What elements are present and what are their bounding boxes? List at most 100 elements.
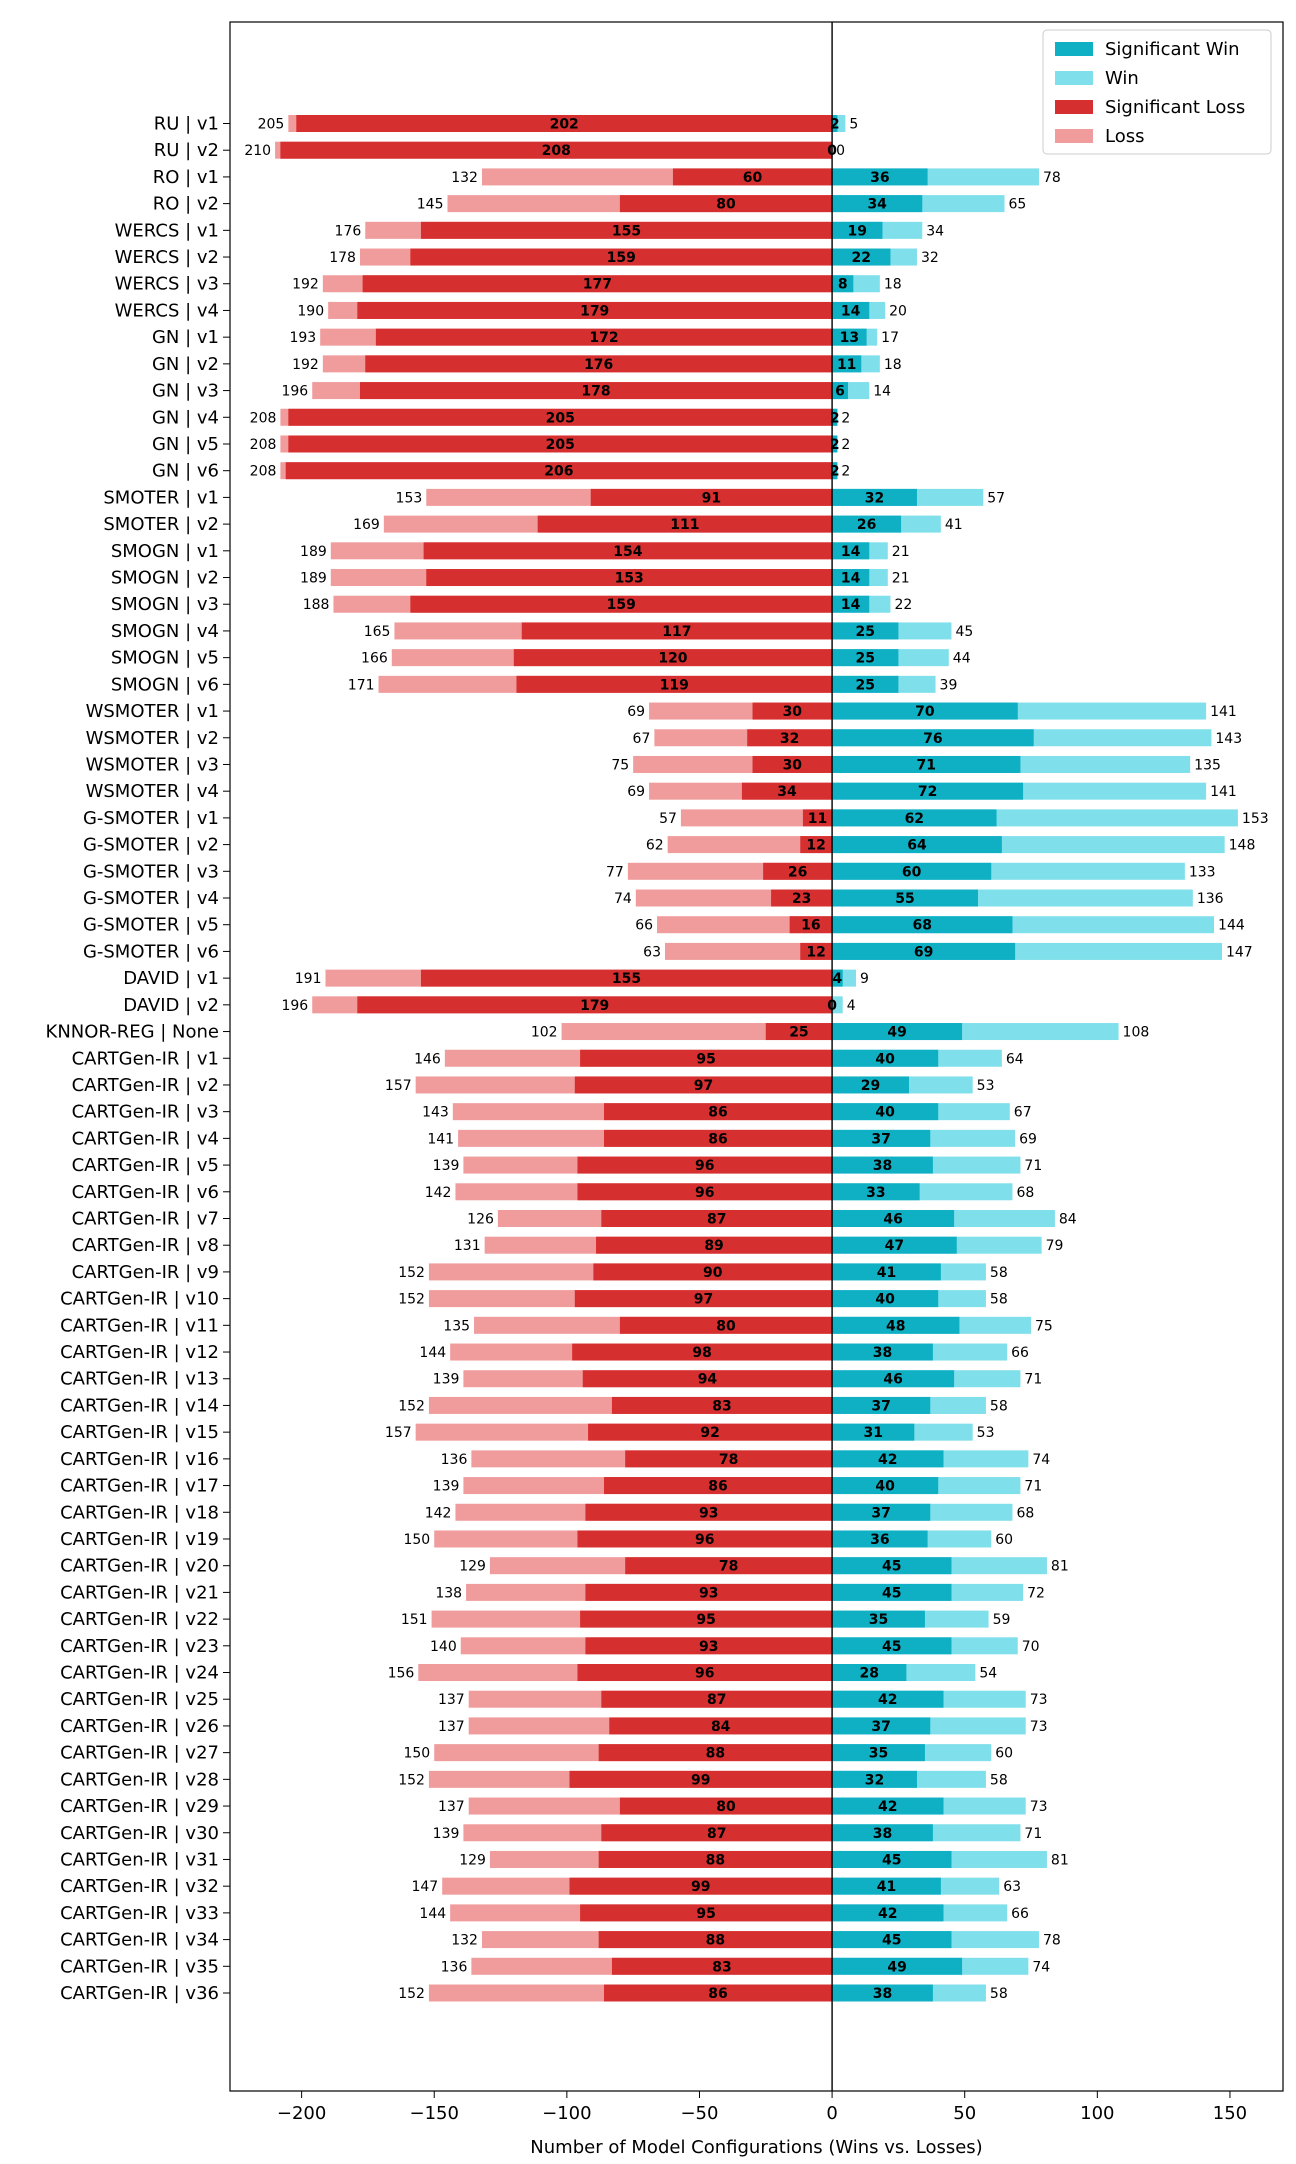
significant-loss-label: 96	[695, 1158, 714, 1174]
bar-significant-loss	[423, 542, 833, 560]
category-label: GN | v6	[152, 461, 219, 482]
category-label: CARTGen-IR | v5	[72, 1155, 219, 1176]
significant-win-label: 49	[887, 1025, 906, 1041]
bar-significant-win	[832, 1610, 925, 1628]
loss-total-label: 132	[451, 1933, 478, 1949]
bar-significant-win	[832, 1850, 952, 1868]
significant-win-label: 25	[856, 624, 875, 640]
significant-win-label: 69	[914, 944, 933, 960]
win-total-label: 58	[990, 1292, 1008, 1308]
significant-win-label: 36	[870, 170, 889, 186]
significant-win-label: 25	[856, 651, 875, 667]
loss-total-label: 140	[430, 1639, 457, 1655]
win-total-label: 53	[977, 1425, 995, 1441]
bar-significant-win	[832, 675, 899, 693]
significant-win-label: 47	[885, 1238, 904, 1254]
category-label: CARTGen-IR | v8	[72, 1235, 219, 1256]
loss-total-label: 142	[425, 1185, 452, 1201]
category-label: CARTGen-IR | v10	[60, 1289, 219, 1310]
win-total-label: 108	[1123, 1025, 1150, 1041]
bar-significant-win	[832, 1664, 907, 1682]
bar-significant-win	[832, 195, 923, 213]
bar-significant-win	[832, 1904, 944, 1922]
loss-total-label: 165	[364, 624, 391, 640]
significant-loss-label: 153	[615, 571, 644, 587]
win-total-label: 141	[1210, 704, 1237, 720]
bar-significant-loss	[585, 1637, 833, 1655]
significant-win-label: 72	[918, 784, 937, 800]
win-total-label: 9	[860, 971, 869, 987]
bar-significant-loss	[357, 996, 833, 1014]
category-label: CARTGen-IR | v9	[72, 1262, 219, 1283]
category-label: WSMOTER | v3	[86, 754, 219, 775]
legend-label: Loss	[1105, 126, 1144, 147]
win-total-label: 18	[884, 277, 902, 293]
win-total-label: 147	[1226, 944, 1253, 960]
bar-significant-loss	[601, 1209, 833, 1227]
loss-total-label: 152	[398, 1772, 425, 1788]
category-label: DAVID | v1	[123, 968, 219, 989]
bar-significant-win	[832, 1450, 944, 1468]
category-label: RO | v2	[153, 194, 219, 215]
significant-win-label: 34	[867, 197, 887, 213]
significant-win-label: 0	[827, 143, 837, 159]
loss-total-label: 139	[433, 1372, 460, 1388]
bar-significant-win	[832, 1236, 957, 1254]
bar-significant-loss	[611, 1957, 833, 1975]
bar-significant-loss	[420, 969, 833, 987]
loss-total-label: 126	[467, 1211, 494, 1227]
significant-win-label: 8	[838, 277, 848, 293]
win-total-label: 2	[841, 437, 850, 453]
bar-significant-loss	[625, 1557, 833, 1575]
significant-win-label: 60	[902, 864, 922, 880]
category-label: WSMOTER | v1	[86, 701, 219, 722]
bar-significant-win	[832, 889, 978, 907]
loss-total-label: 131	[454, 1238, 481, 1254]
loss-total-label: 192	[292, 357, 319, 373]
win-total-label: 34	[926, 223, 944, 239]
category-label: CARTGen-IR | v25	[60, 1689, 219, 1710]
category-label: GN | v2	[152, 354, 219, 375]
significant-loss-label: 87	[707, 1692, 726, 1708]
significant-loss-label: 95	[696, 1051, 715, 1067]
bar-significant-win	[832, 916, 1013, 934]
bar-significant-loss	[513, 649, 833, 667]
win-total-label: 143	[1215, 731, 1242, 747]
significant-win-label: 40	[875, 1292, 895, 1308]
bar-significant-loss	[410, 248, 833, 266]
bar-significant-win	[832, 435, 838, 453]
bar-significant-loss	[357, 301, 833, 319]
loss-total-label: 69	[627, 704, 645, 720]
loss-total-label: 67	[633, 731, 651, 747]
bar-significant-loss	[598, 1744, 833, 1762]
significant-loss-label: 78	[719, 1452, 738, 1468]
win-total-label: 71	[1024, 1372, 1042, 1388]
win-total-label: 14	[873, 384, 891, 400]
bar-significant-win	[832, 595, 870, 613]
significant-loss-label: 176	[584, 357, 613, 373]
bar-loss	[680, 809, 833, 827]
significant-win-label: 38	[873, 1158, 892, 1174]
bar-significant-win	[832, 1877, 941, 1895]
loss-total-label: 129	[459, 1852, 486, 1868]
bar-significant-loss	[672, 168, 833, 186]
loss-total-label: 77	[606, 864, 624, 880]
significant-loss-label: 172	[589, 330, 618, 346]
category-label: CARTGen-IR | v23	[60, 1636, 219, 1657]
bar-significant-win	[832, 1557, 952, 1575]
bar-significant-loss	[789, 916, 833, 934]
significant-loss-label: 94	[698, 1372, 718, 1388]
bar-significant-win	[832, 515, 902, 533]
category-label: CARTGen-IR | v12	[60, 1342, 219, 1363]
category-label: CARTGen-IR | v31	[60, 1849, 219, 1870]
category-label: G-SMOTER | v4	[83, 888, 219, 909]
win-total-label: 54	[979, 1666, 997, 1682]
significant-loss-label: 86	[708, 1479, 727, 1495]
win-total-label: 5	[849, 117, 858, 133]
bar-win	[832, 996, 843, 1014]
significant-loss-label: 80	[716, 1318, 736, 1334]
significant-loss-label: 86	[708, 1131, 727, 1147]
significant-win-label: 62	[905, 811, 924, 827]
category-label: CARTGen-IR | v16	[60, 1449, 219, 1470]
win-total-label: 78	[1043, 170, 1061, 186]
